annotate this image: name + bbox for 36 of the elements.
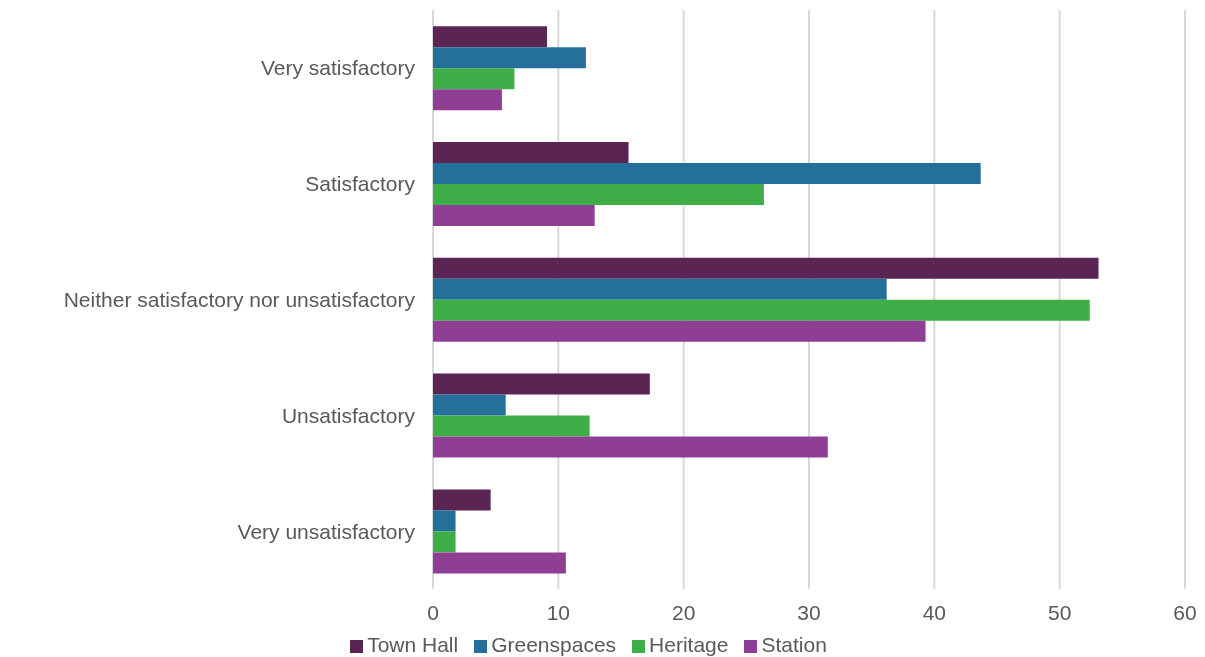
- x-tick-label: 40: [922, 600, 947, 624]
- bar: [433, 299, 1090, 321]
- y-tick-label: Satisfactory: [305, 172, 416, 196]
- bar: [433, 436, 828, 458]
- bar: [433, 184, 764, 206]
- bar: [433, 205, 595, 227]
- x-tick-label: 60: [1173, 600, 1197, 624]
- bar: [433, 552, 566, 574]
- x-tick-label: 30: [797, 600, 821, 624]
- legend-label: Town Hall: [367, 633, 459, 656]
- bar: [433, 278, 887, 300]
- bar: [433, 257, 1099, 279]
- legend-label: Heritage: [649, 633, 729, 656]
- bar: [433, 163, 981, 185]
- bar: [433, 394, 506, 416]
- legend-label: Greenspaces: [491, 633, 617, 656]
- bar: [433, 510, 456, 532]
- x-tick-label: 0: [427, 600, 439, 624]
- bar: [433, 489, 491, 511]
- x-tick-label: 10: [546, 600, 571, 624]
- bar: [433, 320, 926, 342]
- y-tick-label: Very satisfactory: [260, 56, 416, 80]
- legend-label: Station: [761, 633, 827, 656]
- x-tick-label: 20: [671, 600, 696, 624]
- bar: [433, 142, 629, 164]
- bar: [433, 415, 590, 437]
- bar: [433, 373, 650, 395]
- y-tick-label: Very unsatisfactory: [237, 519, 416, 543]
- bar: [433, 89, 502, 111]
- bar: [433, 26, 548, 48]
- bar: [433, 47, 586, 69]
- y-tick-label: Unsatisfactory: [281, 403, 416, 427]
- x-tick-label: 50: [1047, 600, 1072, 624]
- y-tick-label: Neither satisfactory nor unsatisfactory: [63, 287, 416, 311]
- bar: [433, 531, 456, 553]
- bar: [433, 68, 515, 90]
